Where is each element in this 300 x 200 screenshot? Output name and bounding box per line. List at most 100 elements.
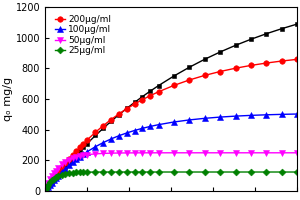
100μg/ml: [71, 161, 74, 164]
200μg/ml: [49, 182, 52, 185]
25μg/ml: [234, 171, 237, 173]
100μg/ml: [172, 121, 176, 123]
25μg/ml: [296, 171, 299, 173]
50μg/ml: [280, 152, 284, 154]
50μg/ml: [67, 159, 71, 161]
25μg/ml: [265, 171, 268, 173]
200μg/ml: [133, 103, 136, 105]
100μg/ml: [50, 181, 54, 184]
200μg/ml: [188, 79, 191, 81]
100μg/ml: [109, 138, 113, 140]
100μg/ml: [44, 189, 48, 191]
100μg/ml: [296, 113, 299, 115]
100μg/ml: [43, 190, 47, 192]
Line: 25μg/ml: 25μg/ml: [43, 170, 300, 194]
200μg/ml: [50, 180, 54, 182]
50μg/ml: [71, 157, 74, 159]
100μg/ml: [85, 151, 89, 153]
50μg/ml: [172, 152, 176, 154]
25μg/ml: [82, 171, 85, 173]
50μg/ml: [188, 152, 191, 154]
100μg/ml: [60, 171, 64, 173]
50μg/ml: [46, 182, 50, 184]
50μg/ml: [249, 152, 253, 154]
25μg/ml: [94, 171, 97, 173]
100μg/ml: [56, 175, 59, 178]
50μg/ml: [82, 154, 85, 156]
100μg/ml: [133, 129, 136, 132]
50μg/ml: [56, 167, 59, 170]
200μg/ml: [218, 70, 222, 73]
25μg/ml: [49, 181, 52, 184]
100μg/ml: [54, 177, 58, 180]
50μg/ml: [64, 161, 67, 163]
200μg/ml: [157, 91, 160, 93]
100μg/ml: [82, 153, 85, 155]
25μg/ml: [43, 190, 47, 192]
25μg/ml: [188, 171, 191, 173]
50μg/ml: [49, 178, 52, 180]
Line: 200μg/ml: 200μg/ml: [42, 57, 300, 194]
50μg/ml: [60, 163, 64, 166]
Line: 100μg/ml: 100μg/ml: [42, 111, 300, 194]
100μg/ml: [101, 141, 105, 144]
200μg/ml: [109, 118, 113, 121]
25μg/ml: [56, 175, 59, 177]
200μg/ml: [85, 139, 89, 141]
25μg/ml: [249, 171, 253, 173]
100μg/ml: [157, 123, 160, 126]
200μg/ml: [94, 131, 97, 133]
200μg/ml: [60, 167, 64, 169]
100μg/ml: [140, 127, 144, 130]
200μg/ml: [64, 162, 67, 165]
200μg/ml: [71, 154, 74, 156]
100μg/ml: [265, 114, 268, 116]
100μg/ml: [46, 186, 50, 188]
50μg/ml: [234, 152, 237, 154]
200μg/ml: [203, 74, 207, 77]
50μg/ml: [296, 152, 299, 154]
25μg/ml: [45, 186, 49, 188]
100μg/ml: [218, 116, 222, 118]
50μg/ml: [265, 152, 268, 154]
200μg/ml: [82, 142, 85, 145]
25μg/ml: [60, 173, 64, 176]
25μg/ml: [157, 171, 160, 173]
100μg/ml: [148, 125, 152, 128]
100μg/ml: [249, 114, 253, 117]
100μg/ml: [234, 115, 237, 117]
100μg/ml: [52, 179, 56, 182]
100μg/ml: [188, 119, 191, 121]
100μg/ml: [45, 187, 49, 190]
50μg/ml: [203, 152, 207, 154]
50μg/ml: [50, 175, 54, 177]
50μg/ml: [133, 152, 136, 154]
25μg/ml: [203, 171, 207, 173]
50μg/ml: [148, 152, 152, 154]
25μg/ml: [125, 171, 128, 173]
25μg/ml: [280, 171, 284, 173]
200μg/ml: [280, 60, 284, 62]
25μg/ml: [71, 172, 74, 174]
200μg/ml: [74, 150, 78, 152]
200μg/ml: [46, 185, 50, 187]
50μg/ml: [54, 169, 58, 172]
100μg/ml: [280, 113, 284, 116]
25μg/ml: [101, 171, 105, 173]
200μg/ml: [45, 187, 49, 189]
200μg/ml: [140, 99, 144, 101]
50μg/ml: [44, 187, 48, 190]
25μg/ml: [172, 171, 176, 173]
50μg/ml: [101, 152, 105, 155]
25μg/ml: [74, 171, 78, 174]
25μg/ml: [148, 171, 152, 173]
25μg/ml: [54, 176, 58, 179]
Y-axis label: qₒ mg/g: qₒ mg/g: [3, 77, 13, 121]
50μg/ml: [52, 172, 56, 174]
25μg/ml: [78, 171, 82, 174]
100μg/ml: [125, 132, 128, 134]
50μg/ml: [78, 155, 82, 157]
200μg/ml: [56, 172, 59, 175]
25μg/ml: [117, 171, 121, 173]
50μg/ml: [117, 152, 121, 154]
